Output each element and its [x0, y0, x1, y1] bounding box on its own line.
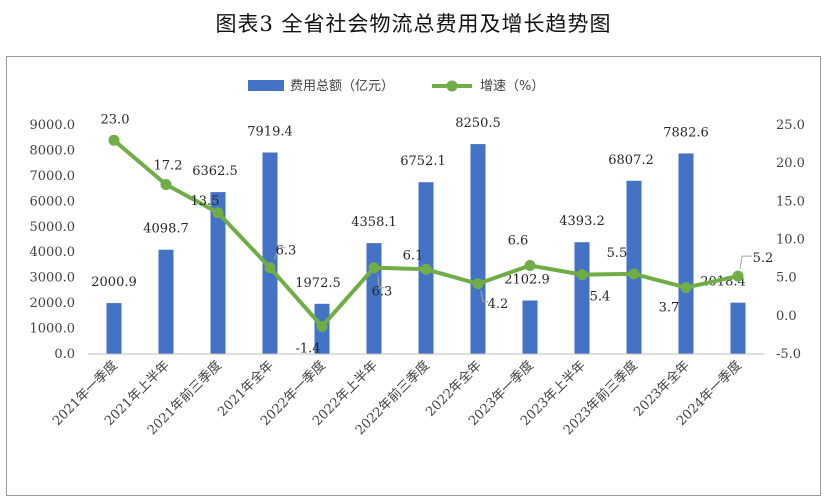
y-left-tick-label: 1000.0 — [30, 322, 76, 337]
y-right-tick-label: 5.0 — [776, 271, 797, 286]
y-left-tick-label: 0.0 — [54, 347, 75, 362]
bar-data-label: 4358.1 — [351, 215, 397, 230]
growth-marker — [264, 262, 276, 274]
leader-line — [739, 255, 752, 270]
legend-line-label: 增速（%） — [480, 79, 544, 94]
y-left-tick-label: 8000.0 — [30, 143, 76, 158]
bar — [730, 302, 746, 354]
y-left-tick-label: 9000.0 — [30, 118, 76, 133]
leader-line — [273, 247, 286, 260]
legend-bar-label: 费用总额（亿元） — [290, 79, 394, 94]
bar — [262, 152, 278, 354]
line-data-label: 5.5 — [607, 246, 628, 261]
growth-marker — [732, 270, 744, 282]
growth-marker — [160, 179, 172, 191]
bar-data-label: 7882.6 — [663, 125, 709, 140]
bar-data-label: 7919.4 — [247, 124, 293, 139]
growth-marker — [524, 259, 536, 271]
leader-line — [377, 274, 384, 289]
line-data-label: 13.5 — [191, 194, 220, 209]
y-left-tick-label: 7000.0 — [30, 169, 76, 184]
y-right-tick-label: -5.0 — [776, 347, 801, 362]
line-data-label: 6.3 — [276, 244, 297, 259]
bar-data-label: 4098.7 — [143, 222, 189, 237]
bar-data-label: 6752.1 — [400, 154, 446, 169]
bar — [106, 303, 122, 354]
line-data-label: 5.2 — [753, 251, 774, 266]
growth-marker — [212, 207, 224, 219]
y-left-tick-label: 6000.0 — [30, 194, 76, 209]
bar-data-label: 8250.5 — [455, 116, 501, 131]
y-left-tick-label: 4000.0 — [30, 245, 76, 260]
line-data-label: 6.6 — [508, 233, 529, 248]
growth-marker — [420, 263, 432, 275]
bar — [522, 300, 538, 354]
bar — [470, 144, 486, 354]
legend-bar-swatch — [248, 80, 284, 91]
chart-frame — [6, 56, 821, 496]
line-data-label: 5.4 — [590, 290, 611, 305]
y-right-tick-label: 20.0 — [776, 156, 805, 171]
bar-data-label: 6807.2 — [608, 153, 654, 168]
y-right-tick-label: 10.0 — [776, 233, 805, 248]
bar — [210, 192, 226, 354]
bar-data-label: 4393.2 — [559, 214, 605, 229]
bar-data-label: 2000.9 — [91, 275, 137, 290]
legend-line-marker — [446, 80, 458, 92]
bar — [678, 153, 694, 354]
y-right-tick-label: 15.0 — [776, 194, 805, 209]
growth-marker — [472, 278, 484, 290]
growth-marker — [108, 134, 120, 146]
line-data-label: 6.1 — [403, 248, 424, 263]
y-left-tick-label: 3000.0 — [30, 271, 76, 286]
bar-data-label: 1972.5 — [295, 276, 341, 291]
growth-marker — [680, 282, 692, 294]
chart-title: 图表3 全省社会物流总费用及增长趋势图 — [215, 12, 612, 36]
line-data-label: 4.2 — [488, 297, 509, 312]
y-right-tick-label: 0.0 — [776, 309, 797, 324]
growth-marker — [628, 268, 640, 280]
growth-marker — [368, 262, 380, 274]
bar-data-label: 2102.9 — [504, 272, 550, 287]
line-data-label: 3.7 — [659, 301, 680, 316]
growth-marker — [576, 269, 588, 281]
line-data-label: 23.0 — [101, 112, 130, 127]
growth-marker — [316, 321, 328, 333]
y-right-tick-label: 25.0 — [776, 118, 805, 133]
line-data-label: 17.2 — [154, 159, 183, 174]
line-data-label: 6.3 — [372, 285, 393, 300]
y-left-tick-label: 2000.0 — [30, 296, 76, 311]
leader-line — [480, 290, 488, 303]
line-data-label: -1.4 — [295, 342, 320, 357]
bar — [626, 180, 642, 354]
y-left-tick-label: 5000.0 — [30, 220, 76, 235]
bar-data-label: 6362.5 — [192, 164, 238, 179]
bar — [574, 242, 590, 354]
bar — [158, 249, 174, 354]
